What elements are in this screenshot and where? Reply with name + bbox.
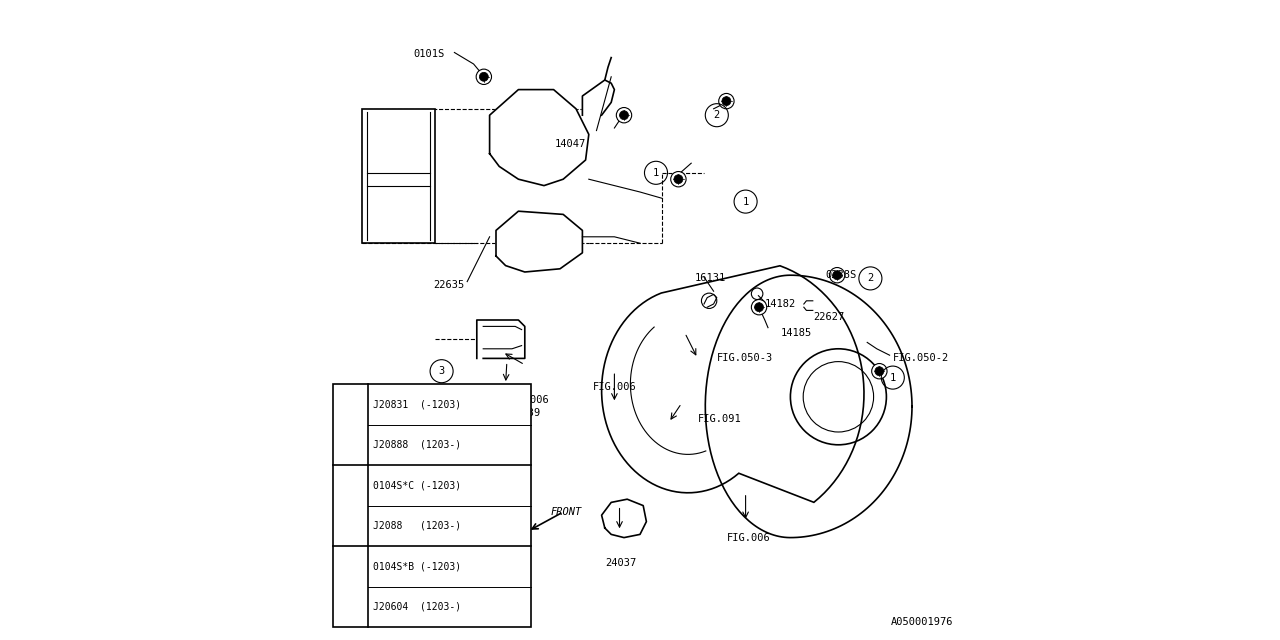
Circle shape (832, 271, 842, 280)
Text: FIG.050-2: FIG.050-2 (893, 353, 948, 364)
Text: 1: 1 (742, 196, 749, 207)
Text: 0238S: 0238S (826, 270, 856, 280)
Circle shape (480, 72, 489, 81)
Circle shape (829, 268, 845, 283)
Polygon shape (490, 90, 589, 186)
Circle shape (755, 303, 763, 312)
Text: J20888  (1203-): J20888 (1203-) (374, 440, 461, 450)
Text: FIG.006: FIG.006 (593, 382, 636, 392)
Circle shape (722, 97, 731, 106)
Text: 0104S*C (-1203): 0104S*C (-1203) (374, 481, 461, 490)
Text: 14185: 14185 (781, 328, 812, 338)
Circle shape (617, 108, 632, 123)
Text: 1: 1 (653, 168, 659, 178)
Text: J2088   (1203-): J2088 (1203-) (374, 521, 461, 531)
Text: 2: 2 (714, 110, 719, 120)
Text: J20604  (1203-): J20604 (1203-) (374, 602, 461, 612)
PathPatch shape (602, 266, 864, 502)
Text: 2: 2 (347, 500, 353, 511)
Text: 1: 1 (347, 420, 353, 429)
Text: 14047: 14047 (554, 139, 585, 149)
Text: 0104S*B (-1203): 0104S*B (-1203) (374, 561, 461, 572)
Text: 2: 2 (868, 273, 873, 284)
Circle shape (872, 364, 887, 379)
Text: FRONT: FRONT (550, 507, 581, 517)
Text: 0101S: 0101S (413, 49, 445, 60)
Text: 24037: 24037 (605, 558, 636, 568)
FancyBboxPatch shape (362, 109, 435, 243)
Circle shape (751, 300, 767, 315)
Text: FIG.091: FIG.091 (698, 414, 741, 424)
Text: 16131: 16131 (694, 273, 726, 284)
Polygon shape (497, 211, 582, 272)
Text: J20831  (-1203): J20831 (-1203) (374, 399, 461, 409)
Circle shape (675, 175, 684, 184)
Circle shape (719, 93, 735, 109)
Polygon shape (477, 320, 525, 358)
Circle shape (876, 367, 884, 376)
Polygon shape (602, 499, 646, 538)
Text: A050001976: A050001976 (891, 617, 954, 627)
Text: 22635: 22635 (433, 280, 465, 290)
Polygon shape (582, 80, 614, 115)
Text: 1: 1 (890, 372, 896, 383)
Text: FIG.006: FIG.006 (727, 532, 771, 543)
Circle shape (620, 111, 628, 120)
Text: 3: 3 (439, 366, 444, 376)
Circle shape (671, 172, 686, 187)
Text: 22639: 22639 (508, 408, 540, 418)
Text: 14182: 14182 (765, 299, 796, 309)
Text: FIG.050-3: FIG.050-3 (717, 353, 773, 364)
Circle shape (476, 69, 492, 84)
Text: FIG.006: FIG.006 (506, 395, 549, 405)
Text: 22627: 22627 (813, 312, 844, 322)
FancyBboxPatch shape (333, 384, 531, 627)
Text: 3: 3 (347, 582, 353, 591)
